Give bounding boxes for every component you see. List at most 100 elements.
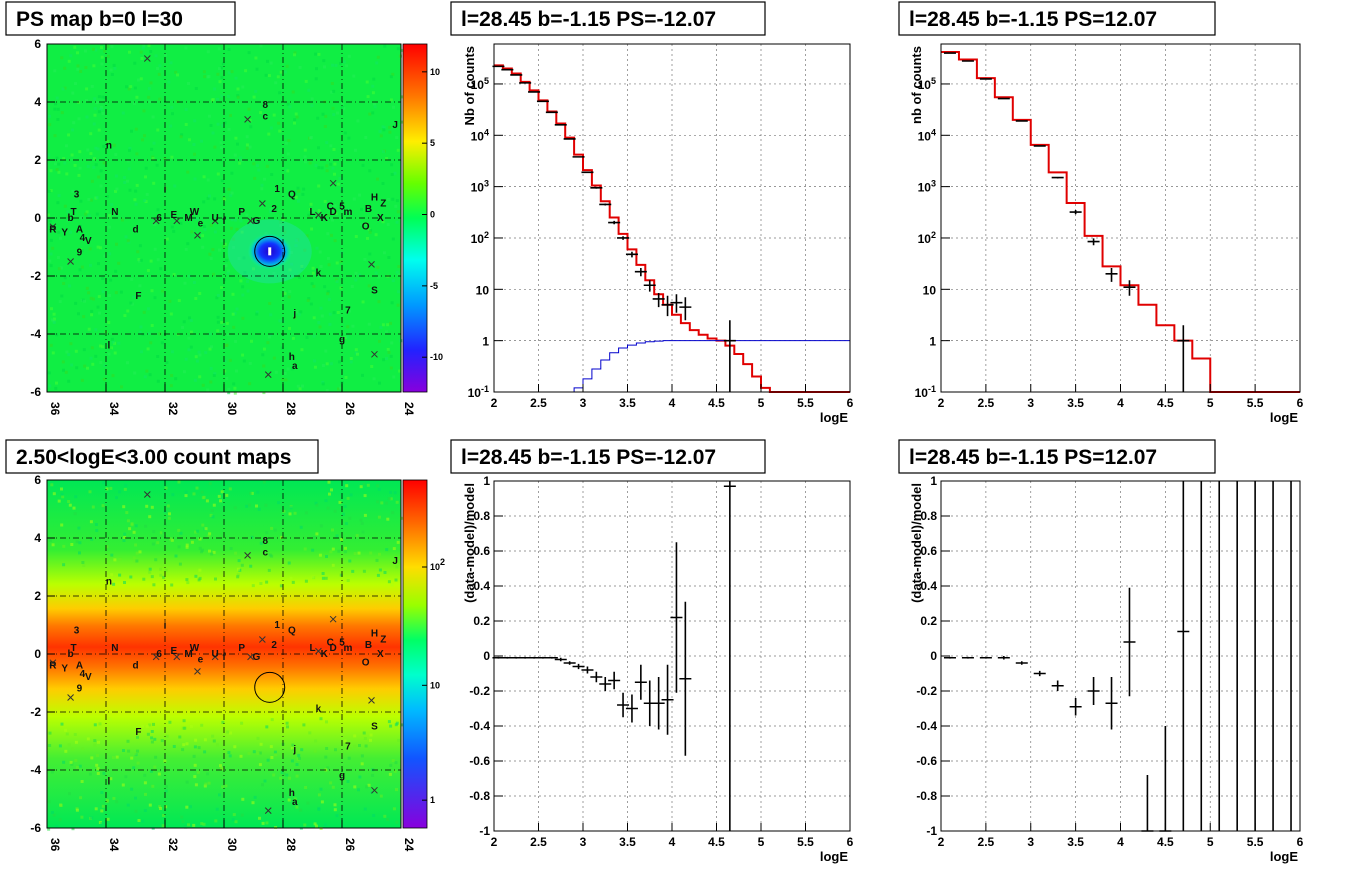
heatmap-pixel	[156, 379, 160, 383]
heatmap-pixel	[322, 59, 326, 63]
heatmap-pixel	[90, 346, 94, 350]
heatmap-pixel	[64, 728, 68, 732]
heatmap-pixel	[295, 115, 299, 119]
heatmap-pixel	[353, 552, 357, 556]
data-point	[554, 124, 567, 126]
heatmap-pixel	[326, 506, 330, 510]
heatmap-pixel	[122, 505, 126, 509]
heatmap-pixel	[137, 819, 141, 822]
heatmap-pixel	[206, 178, 210, 182]
heatmap-pixel	[54, 102, 58, 106]
heatmap-pixel	[302, 723, 306, 727]
heatmap-pixel	[391, 72, 395, 76]
heatmap-pixel	[142, 44, 146, 48]
heatmap-pixel	[197, 746, 201, 750]
heatmap-pixel	[184, 108, 188, 111]
heatmap-pixel	[227, 71, 231, 75]
heatmap-pixel	[374, 271, 378, 275]
source-label: n	[106, 140, 112, 151]
heatmap-pixel	[246, 289, 250, 293]
heatmap-pixel	[143, 781, 147, 785]
heatmap-pixel	[86, 164, 90, 168]
source-label: S	[371, 285, 378, 296]
heatmap-pixel	[103, 96, 107, 100]
heatmap-pixel	[151, 157, 155, 161]
heatmap-pixel	[169, 61, 173, 65]
heatmap-pixel	[52, 317, 56, 321]
heatmap-pixel	[287, 139, 291, 142]
heatmap-pixel	[354, 348, 358, 352]
heatmap-pixel	[385, 548, 389, 552]
heatmap-pixel	[202, 200, 206, 204]
heatmap-pixel	[192, 823, 196, 827]
heatmap-pixel	[279, 70, 283, 74]
heatmap-pixel	[177, 528, 181, 532]
heatmap-pixel	[259, 742, 263, 746]
heatmap-pixel	[123, 532, 127, 536]
heatmap-pixel	[321, 382, 325, 386]
heatmap-pixel	[229, 193, 233, 197]
y-tick-label: 0	[483, 649, 490, 663]
heatmap-pixel	[101, 804, 105, 808]
heatmap-pixel	[87, 327, 91, 331]
heatmap-pixel	[233, 391, 237, 395]
heatmap-pixel	[56, 118, 60, 121]
source-label: 1	[274, 184, 280, 195]
heatmap-pixel	[108, 225, 112, 229]
heatmap-pixel	[389, 98, 393, 102]
source-label: c	[263, 111, 269, 122]
heatmap-pixel	[293, 121, 296, 125]
heatmap-pixel	[213, 230, 217, 234]
heatmap-pixel	[237, 559, 241, 563]
heatmap-pixel	[353, 744, 357, 748]
heatmap-pixel	[161, 747, 164, 751]
heatmap-pixel	[298, 65, 302, 69]
x-tick-label: 2.5	[530, 835, 547, 849]
heatmap-pixel	[219, 767, 223, 771]
heatmap-pixel	[92, 165, 96, 169]
residual-point	[1105, 677, 1118, 730]
heatmap-pixel	[252, 267, 255, 271]
heatmap-pixel	[324, 755, 328, 759]
heatmap-pixel	[170, 350, 174, 354]
heatmap-pixel	[316, 116, 320, 120]
heatmap-pixel	[291, 336, 295, 340]
heatmap-pixel	[69, 342, 73, 346]
colorbar-tick-label: -5	[430, 281, 438, 291]
heatmap-pixel	[341, 337, 345, 341]
residual-point	[1141, 775, 1154, 832]
heatmap-pixel	[378, 568, 382, 572]
residual-point	[563, 661, 576, 665]
heatmap-pixel	[112, 796, 116, 800]
heatmap-pixel	[193, 119, 197, 123]
heatmap-pixel	[192, 281, 196, 284]
heatmap-pixel	[217, 248, 221, 252]
heatmap-pixel	[342, 107, 346, 111]
heatmap-pixel	[185, 543, 189, 547]
x-axis-label: logE	[1270, 410, 1298, 425]
heatmap-pixel	[220, 286, 223, 290]
heatmap-pixel	[181, 820, 185, 824]
heatmap-pixel	[267, 132, 271, 136]
source-label: R	[49, 661, 57, 672]
heatmap-pixel	[56, 107, 60, 111]
heatmap-pixel	[106, 139, 110, 143]
heatmap-pixel	[57, 170, 61, 174]
heatmap-pixel	[184, 494, 188, 498]
heatmap-pixel	[352, 74, 356, 78]
heatmap-pixel	[203, 75, 207, 79]
heatmap-pixel	[267, 568, 271, 572]
heatmap-pixel	[108, 252, 112, 256]
heatmap-pixel	[155, 163, 159, 167]
heatmap-pixel	[144, 792, 147, 796]
heatmap-pixel	[277, 501, 281, 505]
heatmap-pixel	[259, 44, 263, 48]
heatmap-pixel	[355, 534, 359, 538]
heatmap-pixel	[130, 277, 134, 281]
x-tick-label: 26	[343, 402, 357, 416]
heatmap-pixel	[206, 196, 210, 200]
heatmap-pixel	[317, 321, 321, 324]
heatmap-pixel	[257, 168, 261, 172]
heatmap-pixel	[142, 109, 146, 113]
heatmap-pixel	[90, 313, 94, 317]
